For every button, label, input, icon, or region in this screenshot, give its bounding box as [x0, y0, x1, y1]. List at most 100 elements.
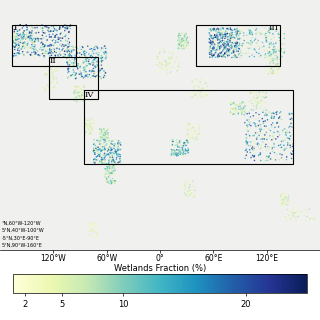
Point: [157, 64, 163, 69]
Point: [214, 28, 219, 33]
Point: [77, 48, 82, 53]
Point: [220, 54, 225, 60]
Point: [225, 29, 230, 34]
Point: [53, 33, 58, 38]
Point: [83, 132, 88, 137]
Point: [276, 66, 281, 71]
Point: [193, 193, 198, 198]
Point: [232, 53, 237, 58]
Point: [197, 125, 202, 130]
Point: [176, 34, 181, 39]
Point: [20, 36, 25, 41]
Point: [53, 49, 58, 54]
Point: [175, 145, 180, 150]
Point: [82, 53, 87, 58]
Point: [16, 54, 21, 60]
Point: [232, 27, 237, 32]
Point: [115, 138, 120, 143]
Point: [254, 104, 259, 109]
Point: [232, 27, 237, 32]
Point: [270, 110, 276, 116]
Point: [74, 96, 79, 101]
Point: [102, 74, 107, 79]
Point: [99, 45, 104, 51]
Point: [268, 57, 273, 62]
Point: [32, 39, 37, 44]
Point: [94, 73, 99, 78]
Point: [46, 73, 52, 78]
Point: [277, 50, 283, 55]
Point: [67, 22, 72, 28]
Point: [176, 38, 181, 43]
Point: [57, 25, 62, 30]
Point: [258, 137, 263, 142]
Point: [239, 44, 244, 49]
Point: [215, 53, 220, 59]
Point: [13, 40, 18, 45]
Point: [39, 36, 44, 42]
Point: [277, 49, 282, 54]
Point: [47, 78, 52, 84]
Point: [48, 45, 53, 50]
Point: [102, 159, 107, 164]
Point: [97, 75, 102, 80]
Point: [17, 51, 22, 56]
Point: [246, 132, 251, 137]
Point: [251, 139, 256, 144]
Point: [218, 27, 223, 32]
Text: II: II: [50, 57, 57, 65]
Point: [102, 144, 107, 149]
Point: [242, 107, 247, 112]
Point: [178, 37, 183, 43]
Point: [155, 62, 160, 67]
Point: [25, 38, 30, 44]
Point: [217, 31, 222, 36]
Point: [182, 140, 187, 145]
Point: [77, 95, 83, 100]
Point: [286, 136, 292, 141]
Point: [20, 35, 25, 40]
Point: [225, 47, 230, 52]
Point: [166, 56, 172, 61]
Point: [244, 153, 249, 158]
Point: [177, 36, 182, 41]
Point: [66, 69, 71, 74]
Point: [236, 33, 241, 38]
Point: [117, 157, 122, 163]
Point: [28, 33, 33, 38]
Point: [161, 47, 166, 52]
Point: [112, 151, 117, 156]
Point: [43, 50, 48, 55]
Point: [226, 46, 231, 51]
Point: [267, 26, 272, 31]
Point: [270, 58, 276, 63]
Point: [11, 53, 16, 59]
Point: [181, 36, 186, 41]
Point: [91, 121, 96, 126]
Point: [33, 36, 38, 41]
Point: [220, 38, 225, 43]
Point: [263, 126, 268, 131]
Point: [42, 46, 47, 51]
Point: [92, 74, 98, 79]
Point: [114, 143, 119, 148]
Point: [104, 164, 109, 170]
Point: [112, 143, 117, 148]
Point: [101, 134, 106, 139]
Point: [74, 91, 79, 96]
Point: [177, 38, 182, 43]
Point: [109, 179, 115, 184]
Point: [113, 150, 118, 155]
Point: [64, 60, 69, 65]
Point: [49, 49, 54, 54]
Point: [250, 100, 255, 106]
Point: [65, 26, 70, 31]
Point: [236, 108, 241, 113]
Point: [92, 146, 97, 151]
Point: [118, 154, 123, 159]
Point: [48, 86, 53, 91]
Point: [217, 37, 222, 43]
Point: [222, 44, 227, 50]
Point: [16, 43, 21, 48]
Point: [24, 52, 29, 57]
